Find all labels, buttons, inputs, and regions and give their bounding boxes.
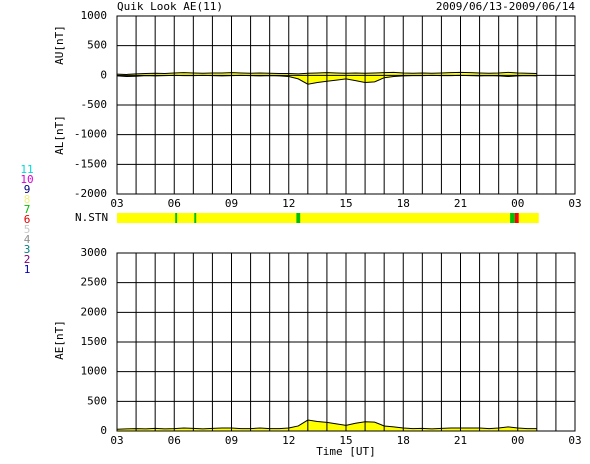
x-tick-label: 09: [225, 434, 238, 447]
y-tick-label: -1000: [74, 128, 107, 141]
legend-entry: 10: [20, 173, 33, 186]
station-segment: [194, 213, 197, 223]
legend-entry: 1: [24, 263, 31, 276]
x-tick-label: 18: [397, 434, 410, 447]
station-segment: [510, 213, 515, 223]
y-tick-label: -500: [81, 98, 108, 111]
x-tick-label: 15: [339, 434, 352, 447]
x-tick-label: 06: [168, 434, 181, 447]
legend-entry: 7: [24, 203, 31, 216]
legend-entry: 8: [24, 193, 31, 206]
chart-subtitle: 2009/06/13-2009/06/14: [436, 0, 575, 13]
y-axis-label: AU[nT]: [53, 25, 66, 65]
x-tick-label: 03: [110, 434, 123, 447]
x-tick-label: 03: [568, 434, 581, 447]
y-axis-label: AE[nT]: [53, 320, 66, 360]
plot-frame: [116, 252, 576, 432]
y-tick-label: 2500: [81, 276, 108, 289]
x-tick-label: 12: [282, 197, 295, 210]
x-tick-label: 15: [339, 197, 352, 210]
legend-entry: 5: [24, 223, 31, 236]
y-tick-label: 1000: [81, 9, 108, 22]
x-tick-label: 06: [168, 197, 181, 210]
y-axis-label: AL[nT]: [53, 115, 66, 155]
y-tick-label: 1500: [81, 335, 108, 348]
y-tick-label: 0: [100, 424, 107, 437]
y-tick-label: -1500: [74, 157, 107, 170]
y-tick-label: 500: [87, 39, 107, 52]
station-label: N.STN: [75, 211, 108, 224]
series-line: [116, 74, 537, 85]
x-tick-label: 09: [225, 197, 238, 210]
y-tick-label: 1000: [81, 365, 108, 378]
x-axis-label: Time [UT]: [316, 445, 376, 458]
station-segment: [117, 213, 539, 223]
legend-entry: 9: [24, 183, 31, 196]
x-tick-label: 21: [454, 197, 467, 210]
legend-entry: 11: [20, 163, 33, 176]
series-line: [116, 71, 537, 75]
x-tick-label: 21: [454, 434, 467, 447]
x-tick-label: 12: [282, 434, 295, 447]
x-tick-label: 03: [568, 197, 581, 210]
legend-entry: 2: [24, 253, 31, 266]
x-tick-label: 00: [511, 197, 524, 210]
x-tick-label: 03: [110, 197, 123, 210]
y-tick-label: 2000: [81, 305, 108, 318]
legend-entry: 4: [24, 233, 31, 246]
y-tick-label: 0: [100, 68, 107, 81]
x-tick-label: 00: [511, 434, 524, 447]
plot-frame: [116, 15, 576, 195]
legend-entry: 3: [24, 243, 31, 256]
x-tick-label: 18: [397, 197, 410, 210]
series-line: [116, 419, 537, 430]
y-tick-label: 3000: [81, 246, 108, 259]
y-tick-label: 500: [87, 394, 107, 407]
chart-title: Quik Look AE(11): [117, 0, 223, 13]
legend-entry: 6: [24, 213, 31, 226]
y-tick-label: -2000: [74, 187, 107, 200]
station-segment: [296, 213, 301, 223]
station-segment: [175, 213, 178, 223]
station-segment: [514, 213, 519, 223]
